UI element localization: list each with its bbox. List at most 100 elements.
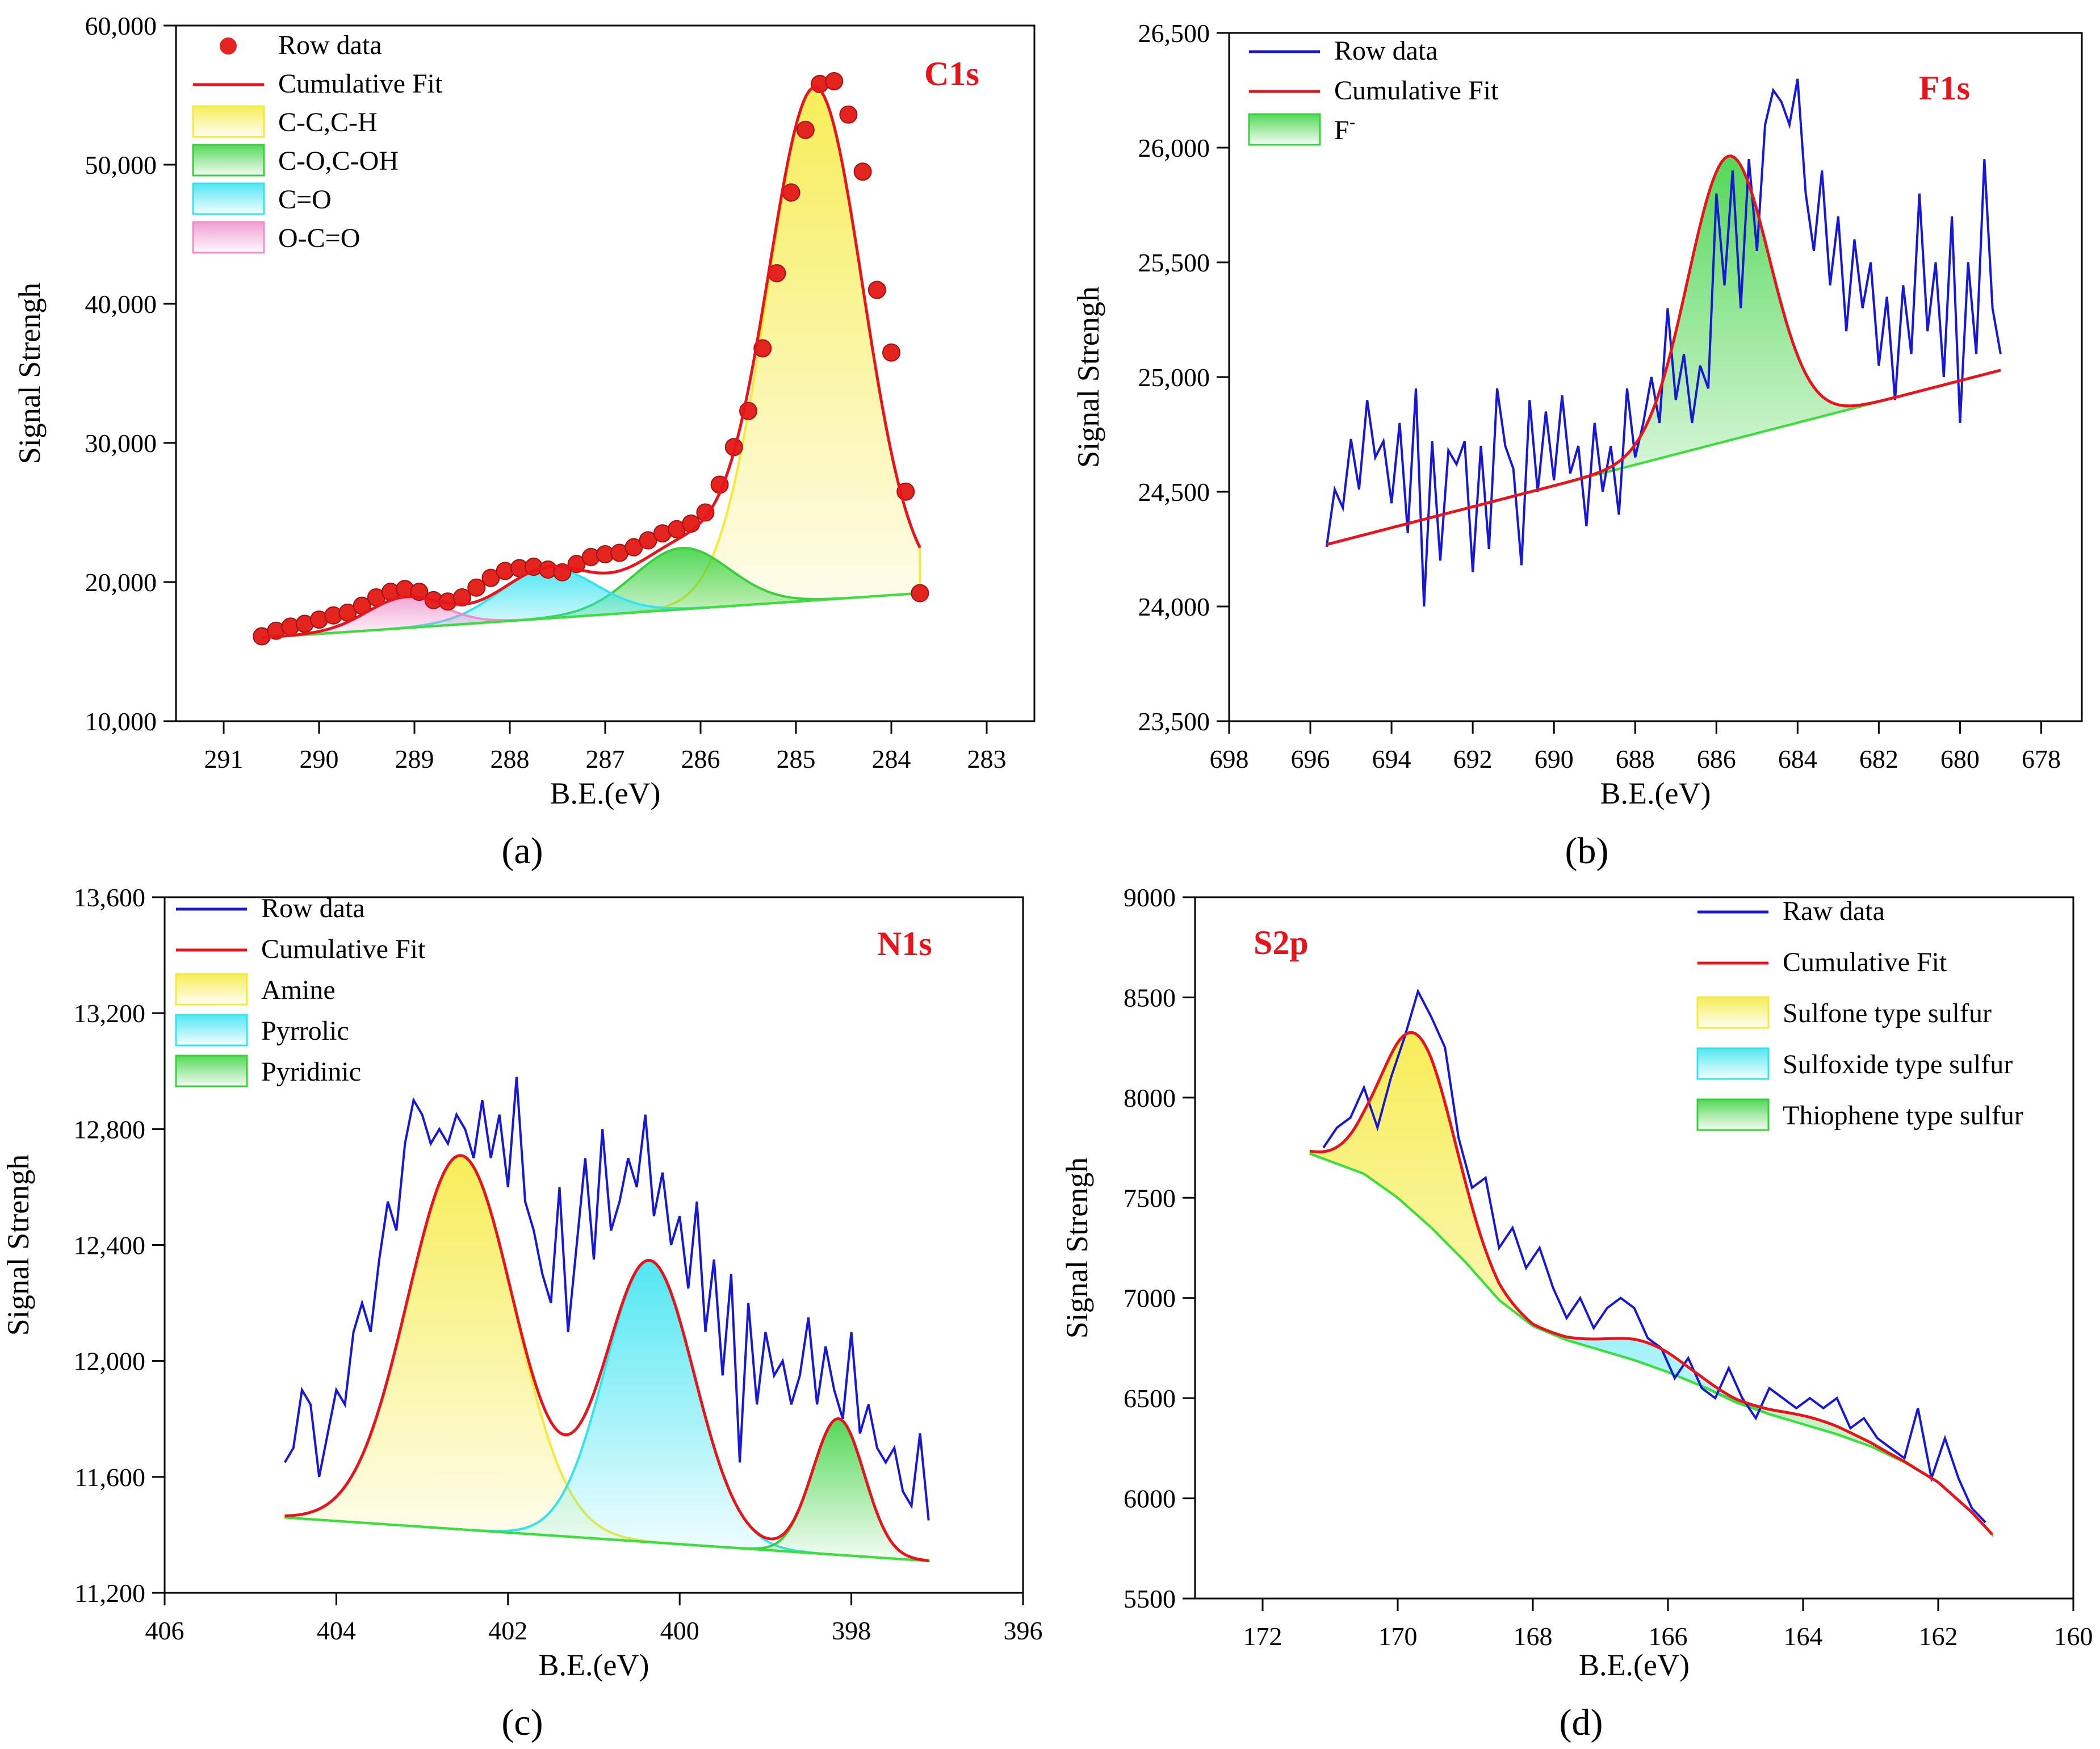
y-tick-label: 23,500: [1138, 707, 1210, 736]
x-tick-label: 684: [1778, 744, 1817, 773]
legend-swatch-icon: [175, 1055, 248, 1087]
cumulative-fit-line: [284, 1154, 929, 1562]
panel-tag: C1s: [924, 55, 979, 93]
x-tick-label: 170: [1378, 1622, 1418, 1651]
x-tick-label: 400: [660, 1616, 699, 1645]
y-tick-label: 7500: [1124, 1183, 1176, 1212]
x-axis-title: B.E.(eV): [539, 1648, 649, 1682]
legend-label: Sulfoxide type sulfur: [1783, 1049, 2013, 1079]
panel-caption: (c): [501, 1702, 543, 1743]
x-tick-label: 696: [1291, 744, 1330, 773]
x-tick-label: 162: [1919, 1622, 1958, 1651]
x-tick-label: 406: [145, 1616, 185, 1645]
legend-label: Row data: [1334, 36, 1438, 66]
legend-label: Cumulative Fit: [1783, 947, 1947, 977]
panel-a-c1s: 291 290 289 288 287 286 285 284 283 10,000 20,000 3…: [12, 11, 1036, 872]
legend-label: O-C=O: [278, 223, 360, 253]
cumulative-fit-line: [1309, 1031, 1994, 1535]
x-tick-label: 396: [1004, 1616, 1043, 1645]
x-axis-title: B.E.(eV): [1600, 776, 1711, 810]
legend-label: C=O: [278, 185, 332, 215]
x-tick-label: 404: [317, 1616, 356, 1645]
plot-frame: [1228, 32, 2083, 722]
y-tick-label: 25,500: [1138, 248, 1210, 277]
panel-tag: F1s: [1919, 69, 1970, 107]
legend-label: Sulfone type sulfur: [1783, 998, 1992, 1028]
raw-data-point: [825, 72, 844, 90]
panel-tag: N1s: [877, 925, 932, 963]
y-tick-label: 26,500: [1138, 19, 1210, 48]
x-tick-label: 690: [1535, 744, 1574, 773]
x-axis-title: B.E.(eV): [550, 776, 661, 810]
legend-swatch-icon: [175, 973, 248, 1006]
x-tick-label: 402: [488, 1616, 527, 1645]
x-tick-label: 688: [1616, 744, 1655, 773]
x-tick-label: 698: [1210, 744, 1249, 773]
y-tick-label: 11,200: [74, 1579, 145, 1608]
y-tick-label: 26,000: [1138, 133, 1210, 162]
y-axis-title: Signal Strengh: [1, 1154, 35, 1336]
raw-data-line: [1325, 78, 2002, 607]
y-tick-label: 12,800: [74, 1115, 146, 1144]
y-tick-label: 30,000: [85, 429, 157, 458]
x-tick-label: 283: [967, 744, 1007, 773]
raw-data-line: [283, 1077, 930, 1521]
panel-caption: (d): [1560, 1702, 1603, 1743]
raw-data-point: [453, 588, 471, 606]
legend-label: Raw data: [1783, 896, 1885, 926]
x-tick-label: 172: [1243, 1622, 1282, 1651]
x-tick-label: 291: [204, 744, 244, 773]
legend-dot-icon: [220, 37, 237, 55]
raw-data-point: [911, 584, 929, 602]
panel-tag: S2p: [1254, 924, 1309, 961]
x-tick-label: 289: [395, 744, 434, 773]
raw-data-point: [853, 162, 872, 181]
y-tick-label: 12,400: [74, 1231, 146, 1260]
y-axis-title: Signal Strengh: [12, 283, 47, 465]
cumulative-fit-line: [1326, 154, 2001, 546]
legend-swatch-icon: [1696, 1098, 1770, 1131]
panel-caption: (a): [501, 830, 543, 872]
x-tick-label: 166: [1649, 1622, 1688, 1651]
x-tick-label: 686: [1697, 744, 1736, 773]
y-tick-label: 13,200: [74, 999, 146, 1028]
x-tick-label: 286: [681, 744, 720, 773]
y-tick-label: 24,500: [1138, 478, 1210, 507]
x-axis-title: B.E.(eV): [1579, 1648, 1690, 1682]
x-tick-label: 694: [1372, 744, 1411, 773]
x-tick-label: 285: [777, 744, 816, 773]
y-tick-label: 9000: [1124, 883, 1176, 912]
panel-c-n1s: 406 404 402 400 398 396 11,200 11,600 12,000 12,4…: [1, 883, 1043, 1743]
y-tick-label: 8000: [1124, 1083, 1176, 1112]
x-tick-label: 287: [586, 744, 625, 773]
raw-data-point: [839, 105, 858, 124]
legend-label: C-C,C-H: [278, 107, 378, 137]
legend-label: Row data: [261, 893, 365, 923]
x-tick-label: 290: [300, 744, 339, 773]
x-tick-label: 682: [1859, 744, 1898, 773]
raw-data-point: [782, 183, 800, 202]
y-tick-label: 24,000: [1138, 592, 1210, 621]
legend-label: Amine: [261, 975, 336, 1005]
legend-swatch-icon: [192, 221, 265, 254]
legend-swatch-icon: [1248, 113, 1321, 146]
y-tick-label: 10,000: [85, 707, 157, 736]
y-tick-label: 8500: [1124, 983, 1176, 1012]
cumulative-fit-line: [262, 85, 921, 639]
y-tick-label: 13,600: [74, 883, 146, 912]
y-axis-title: Signal Strengh: [1060, 1157, 1094, 1339]
y-tick-label: 7000: [1124, 1284, 1176, 1313]
raw-data-point: [753, 339, 772, 358]
panel-d-s2p: 172 170 168 166 164 162 160 5500 6000 6500 7000 750…: [1060, 883, 2093, 1743]
plot-frame: [1194, 896, 2074, 1600]
legend-label: C-O,C-OH: [278, 146, 399, 176]
panel-caption: (b): [1565, 830, 1609, 872]
x-tick-label: 692: [1453, 744, 1493, 773]
y-axis-title: Signal Strengh: [1071, 286, 1105, 468]
legend-swatch-icon: [192, 182, 265, 215]
y-tick-label: 60,000: [85, 11, 157, 40]
x-tick-label: 678: [2022, 744, 2061, 773]
baseline-line: [1309, 1152, 1993, 1535]
y-tick-label: 50,000: [85, 150, 157, 179]
y-tick-label: 6000: [1124, 1484, 1176, 1513]
